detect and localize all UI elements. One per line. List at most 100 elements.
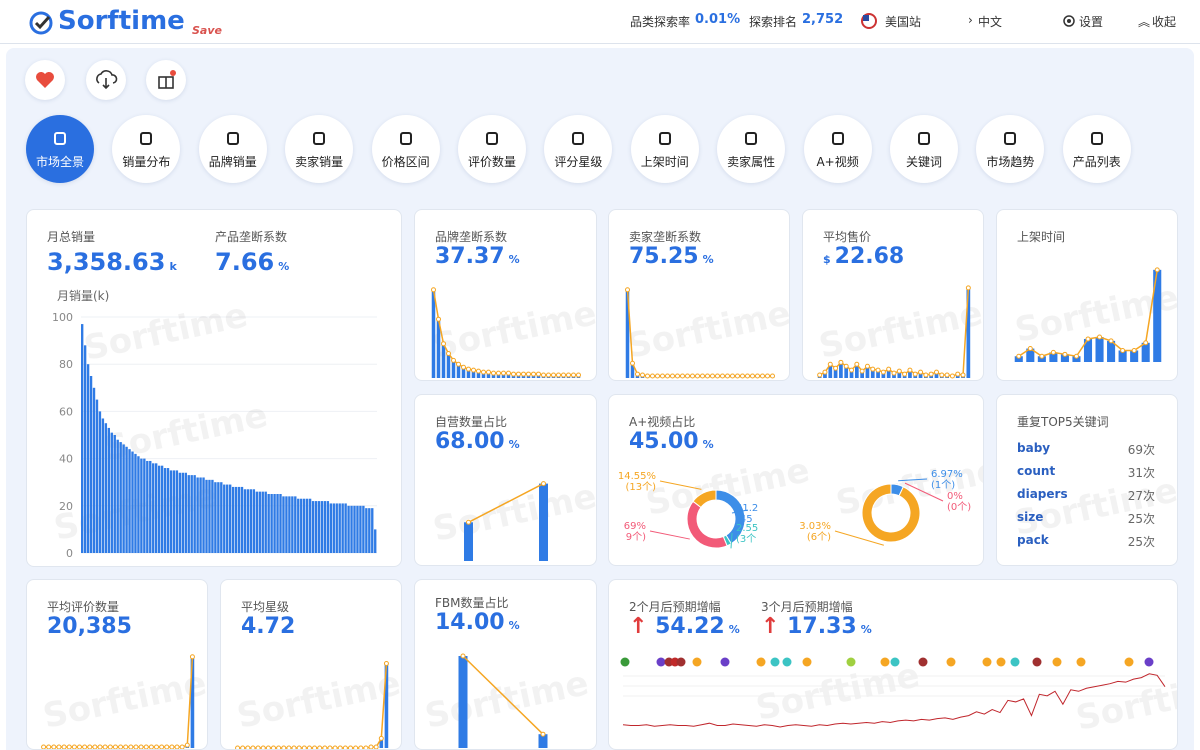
line-point [880,369,886,375]
nav-label: 卖家销量 [295,155,344,169]
event-dot[interactable] [1076,657,1086,667]
event-dot[interactable] [846,657,856,667]
event-dot[interactable] [692,657,702,667]
nav-item[interactable]: 品牌销量 [198,115,267,183]
nav-item[interactable]: A+视频 [803,115,872,183]
nav-item[interactable]: 评分星级 [544,115,613,183]
bar [243,489,247,553]
nav-item[interactable]: 市场趋势 [976,115,1045,183]
event-dot[interactable] [656,657,666,667]
line-point [859,368,865,374]
event-dot[interactable] [996,657,1006,667]
nav-icon [1004,132,1017,145]
nav-item[interactable]: 评价数量 [458,115,526,183]
leader-line [898,478,928,482]
nav-item[interactable]: 市场全景 [26,115,94,183]
keyword[interactable]: size [1017,510,1044,524]
event-dot[interactable] [1124,657,1134,667]
bar [279,494,282,553]
donut-count: (45 [736,514,753,525]
line-point [849,367,855,373]
bar [184,472,187,553]
watermark: Sorftime [1012,277,1178,351]
watermark: Sorftime [81,295,252,369]
line-point [838,359,844,365]
event-dot[interactable] [620,657,630,667]
bar [155,463,158,553]
bar [113,435,116,553]
event-dot[interactable] [946,657,956,667]
line-point [159,744,165,749]
event-dot[interactable] [1052,657,1062,667]
bar [143,458,146,553]
nav-item[interactable]: 价格区间 [371,115,440,183]
watermark: Sorftime [40,663,208,737]
line-point [1108,338,1114,344]
logo[interactable]: Sorftime [58,6,185,36]
line-point [332,745,338,749]
line-point [451,357,456,363]
line-point [1062,351,1068,357]
bar [625,289,630,378]
bar [918,372,923,378]
site[interactable]: 美国站 [885,15,922,29]
line-point [540,731,546,737]
download-button[interactable] [86,60,126,100]
line-point [436,316,441,322]
bar [1153,269,1162,362]
nav-item[interactable]: 销量分布 [112,115,181,183]
line-point [1143,340,1149,346]
language[interactable]: 中文 [978,15,1003,29]
bar [1083,338,1093,362]
keyword[interactable]: pack [1017,533,1049,547]
collapse[interactable]: 收起 [1152,15,1177,29]
event-dot[interactable] [720,657,730,667]
bar [86,364,90,553]
nav-label: 价格区间 [381,155,430,169]
nav-label: 卖家属性 [727,155,776,169]
line-point [446,351,451,356]
keyword[interactable]: count [1017,464,1056,478]
bar [226,484,229,553]
line-point [705,373,710,379]
event-dot[interactable] [756,657,766,667]
bar [441,343,446,378]
bar [876,370,880,378]
bar [288,496,291,553]
event-dot[interactable] [1032,657,1042,667]
event-dot[interactable] [802,657,812,667]
nav-item[interactable]: 关键词 [890,115,958,183]
line-point [235,745,241,749]
nav-icon [572,132,585,145]
event-dot[interactable] [1144,657,1154,667]
settings[interactable]: 设置 [1079,15,1104,29]
event-dot[interactable] [880,657,890,667]
gift-button[interactable] [146,60,186,100]
line-point [576,372,581,378]
bar [163,468,167,553]
event-dot[interactable] [770,657,780,667]
event-dot[interactable] [982,657,992,667]
line-point [645,373,650,379]
bar [110,432,113,553]
bar [152,463,155,553]
nav-item[interactable]: 卖家属性 [717,115,786,183]
explore-rate: 0.01% [695,12,741,27]
nav-item[interactable]: 卖家销量 [285,115,354,183]
event-dot[interactable] [918,657,928,667]
nav-item[interactable]: 产品列表 [1062,115,1131,183]
keyword[interactable]: baby [1017,441,1051,455]
nav-icon [399,132,412,145]
line-point [148,744,154,749]
event-dot[interactable] [676,657,686,667]
bar [311,501,315,553]
event-dot[interactable] [782,657,792,667]
keyword[interactable]: diapers [1017,487,1068,501]
event-dot[interactable] [1010,657,1020,667]
event-dot[interactable] [890,657,900,667]
favorite-button[interactable] [25,60,65,100]
bar [276,494,279,553]
nav-item[interactable]: 上架时间 [630,115,699,183]
bar [190,475,193,553]
